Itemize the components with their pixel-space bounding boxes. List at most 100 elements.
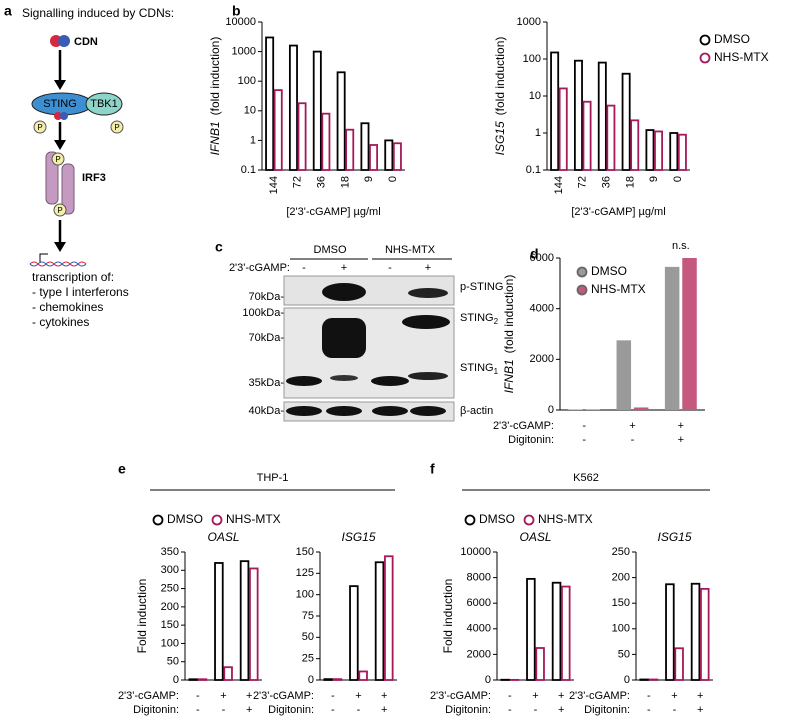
bar xyxy=(312,50,322,171)
x-table-sign: - xyxy=(631,434,635,446)
y-tick-label: 10000 xyxy=(460,546,491,558)
x-table-sign: + xyxy=(246,704,252,716)
bar xyxy=(639,678,649,681)
x-table-sign: + xyxy=(671,690,677,702)
x-table-sign: - xyxy=(331,704,335,716)
y-axis-label: Fold induction xyxy=(441,579,455,654)
x-table-label: Digitonin: xyxy=(268,704,314,716)
bar xyxy=(265,36,275,171)
marker-label: 35kDa- xyxy=(249,377,285,389)
x-table-sign: + xyxy=(220,690,226,702)
x-table-sign: + xyxy=(558,704,564,716)
x-table-sign: - xyxy=(331,690,335,702)
y-tick-label: 200 xyxy=(612,572,630,584)
y-axis-gene: IFNB1 xyxy=(502,359,516,393)
y-tick-label: 10 xyxy=(244,105,256,117)
y-tick-label: 2000 xyxy=(530,353,554,365)
bar xyxy=(197,678,208,681)
irf3-shape xyxy=(45,151,59,205)
x-tick-label: 9 xyxy=(363,176,375,182)
y-tick-label: 250 xyxy=(161,582,179,594)
x-table-label: 2'3'-cGAMP: xyxy=(118,690,179,702)
y-tick-label: 0 xyxy=(624,674,630,686)
tbk1-label: TBK1 xyxy=(90,98,118,110)
sign: + xyxy=(425,262,431,274)
x-tick-label: 144 xyxy=(268,176,280,194)
x-table-label: 2'3'-cGAMP: xyxy=(569,690,630,702)
y-axis-text: Fold induction xyxy=(135,579,149,654)
band-subscript: 2 xyxy=(494,317,499,326)
x-tick-label: 36 xyxy=(315,176,327,188)
x-table-label: Digitonin: xyxy=(133,704,179,716)
bar xyxy=(700,587,710,681)
x-table-label: 2'3'-cGAMP: xyxy=(493,420,554,432)
y-tick-label: 150 xyxy=(612,597,630,609)
x-axis-label: [2'3'-cGAMP] µg/ml xyxy=(571,206,665,218)
marker-label: 70kDa- xyxy=(249,291,285,303)
x-table-label: Digitonin: xyxy=(584,704,630,716)
x-tick-label: 36 xyxy=(600,176,612,188)
bar xyxy=(551,581,562,681)
y-tick-label: 4000 xyxy=(467,623,491,635)
y-tick-label: 50 xyxy=(302,631,314,643)
band-label: p-STING xyxy=(460,281,503,293)
subplot-title: ISG15 xyxy=(657,530,691,544)
x-tick-label: 72 xyxy=(292,176,304,188)
bar xyxy=(677,133,687,171)
band xyxy=(326,406,362,416)
annotation: n.s. xyxy=(672,240,690,252)
bar xyxy=(585,409,601,410)
promoter-arrow xyxy=(39,253,48,262)
legend-label: DMSO xyxy=(714,32,750,46)
bar xyxy=(654,130,664,171)
x-table-sign: - xyxy=(673,704,677,716)
x-table-sign: - xyxy=(357,704,361,716)
panel-letter: e xyxy=(118,461,126,477)
bar xyxy=(392,142,402,171)
band xyxy=(286,376,322,386)
band xyxy=(322,318,366,358)
panel-letter: f xyxy=(430,461,435,477)
legend-label: DMSO xyxy=(479,512,515,526)
chart: eTHP-1050100150200250300350--+-++2'3'-cG… xyxy=(118,461,397,716)
band-name: STING xyxy=(460,362,494,374)
y-tick-label: 200 xyxy=(161,601,179,613)
chart: d 0 2000 4000 6000 - - + - + +2'3'-cGAMP: Digitonin… xyxy=(493,240,705,446)
irf3-shape xyxy=(61,163,75,215)
group-label: DMSO xyxy=(314,244,347,256)
y-tick-label: 10000 xyxy=(225,16,256,28)
panel-letter: a xyxy=(4,3,12,19)
x-table-sign: + xyxy=(381,690,387,702)
y-axis-text: (fold induction) xyxy=(493,37,507,116)
x-table-sign: + xyxy=(697,690,703,702)
treatment-label: 2'3'-cGAMP: xyxy=(229,262,290,274)
x-table-sign: + xyxy=(629,420,635,432)
y-tick-label: 0 xyxy=(308,674,314,686)
legend-marker xyxy=(576,266,588,278)
bar xyxy=(369,144,379,171)
group-title: K562 xyxy=(573,472,599,484)
subplot-title: OASL xyxy=(519,530,551,544)
bar xyxy=(288,44,298,171)
band xyxy=(372,406,408,416)
x-table-sign: - xyxy=(196,704,200,716)
y-tick-label: 100 xyxy=(238,75,256,87)
bar xyxy=(214,562,224,681)
bar xyxy=(188,678,198,681)
diagram-title: Signalling induced by CDNs: xyxy=(22,6,174,20)
x-table-label: Digitonin: xyxy=(508,434,554,446)
x-table-sign: + xyxy=(678,420,684,432)
band-name: β-actin xyxy=(460,405,493,417)
x-table-sign: + xyxy=(678,434,684,446)
bar xyxy=(360,122,370,171)
y-tick-label: 6000 xyxy=(467,597,491,609)
legend-label: NHS-MTX xyxy=(538,512,593,526)
y-tick-label: 2000 xyxy=(467,648,491,660)
bar xyxy=(606,104,616,171)
x-tick-label: 0 xyxy=(672,176,684,182)
legend-marker xyxy=(699,52,711,64)
y-tick-label: 0 xyxy=(548,404,554,416)
band-name: p-STING xyxy=(460,281,503,293)
dna xyxy=(29,261,87,267)
